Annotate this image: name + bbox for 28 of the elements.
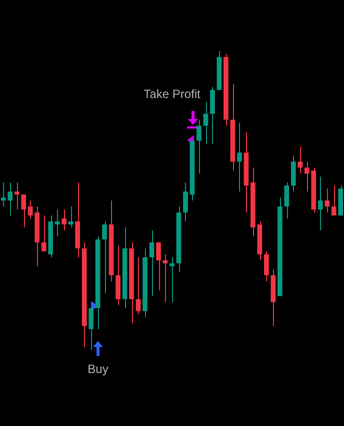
candlestick (156, 242, 161, 291)
candlestick (183, 182, 188, 222)
candlestick (196, 119, 202, 174)
candlestick (62, 208, 67, 231)
text: Buy (88, 362, 108, 376)
candlestick (290, 155, 296, 192)
candlestick (162, 254, 168, 303)
candlestick (284, 182, 290, 219)
candlestick (203, 101, 208, 144)
candlestick (102, 220, 107, 294)
candlestick (54, 208, 60, 237)
candlestick (21, 194, 26, 228)
candlestick (210, 86, 215, 144)
candlestick (41, 214, 46, 252)
candlestick (324, 188, 330, 213)
candlestick (68, 206, 74, 228)
candlestick (14, 182, 20, 210)
candlestick (298, 146, 303, 174)
candlestick (149, 230, 154, 297)
candlestick (264, 250, 269, 282)
candlestick (136, 256, 141, 315)
candlestick (170, 256, 174, 303)
candlestick (331, 185, 336, 216)
candlestick (318, 176, 323, 231)
candlestick (116, 244, 120, 306)
candlestick (237, 122, 242, 192)
annotation: Take Profit (144, 87, 200, 101)
candlestick (88, 308, 94, 350)
